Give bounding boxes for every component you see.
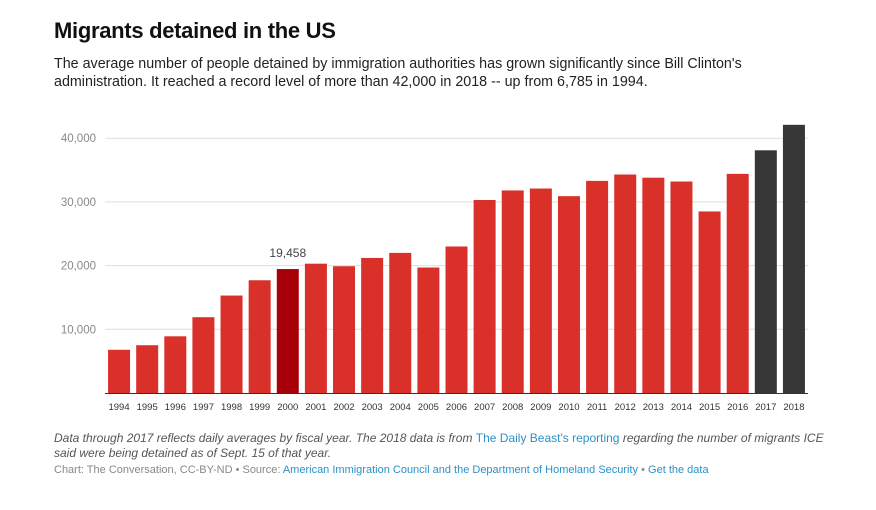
- bar-2010[interactable]: [557, 196, 580, 393]
- credit-separator: •: [638, 464, 649, 476]
- data-label-2000: 19,458: [269, 246, 306, 260]
- bar-2015[interactable]: [698, 211, 721, 393]
- bar-2006[interactable]: [445, 246, 468, 393]
- bar-1999[interactable]: [248, 280, 271, 393]
- x-tick-label: 1994: [108, 402, 129, 413]
- footnote: Data through 2017 reflects daily average…: [54, 431, 834, 461]
- bar-1997[interactable]: [192, 317, 215, 393]
- x-tick-label: 2009: [530, 402, 551, 413]
- bar-2003[interactable]: [361, 257, 384, 393]
- bar-2018[interactable]: [782, 124, 805, 393]
- y-tick-label: 20,000: [61, 261, 96, 273]
- x-tick-label: 1997: [193, 402, 214, 413]
- bar-1998[interactable]: [220, 295, 243, 393]
- chart-subtitle: The average number of people detained by…: [54, 56, 742, 90]
- bar-2013[interactable]: [642, 177, 665, 393]
- footnote-text-2: regarding the number of migrants ICE sai…: [54, 431, 824, 460]
- x-tick-label: 2002: [333, 402, 354, 413]
- y-tick-label: 40,000: [61, 133, 96, 145]
- x-tick-label: 2004: [390, 402, 411, 413]
- bar-2012[interactable]: [614, 174, 637, 393]
- bar-2016[interactable]: [726, 173, 749, 393]
- x-tick-label: 1999: [249, 402, 270, 413]
- bar-2007[interactable]: [473, 199, 496, 393]
- x-tick-label: 2010: [558, 402, 579, 413]
- x-tick-label: 2000: [277, 402, 298, 413]
- bar-2011[interactable]: [586, 180, 609, 393]
- bar-2004[interactable]: [389, 252, 412, 393]
- x-tick-label: 2015: [699, 402, 720, 413]
- x-tick-label: 2007: [474, 402, 495, 413]
- bar-1996[interactable]: [164, 336, 187, 393]
- x-tick-label: 2018: [783, 402, 804, 413]
- x-tick-label: 1998: [221, 402, 242, 413]
- source-link[interactable]: American Immigration Council and the Dep…: [282, 464, 639, 476]
- x-tick-label: 1995: [137, 402, 158, 413]
- x-tick-label: 2016: [727, 402, 748, 413]
- x-tick-label: 2011: [587, 402, 607, 413]
- y-tick-label: 10,000: [61, 324, 96, 336]
- get-data-link[interactable]: Get the data: [648, 464, 709, 476]
- x-tick-label: 2001: [305, 402, 326, 413]
- x-tick-label: 2012: [615, 402, 636, 413]
- x-tick-label: 2003: [362, 402, 383, 413]
- labels: 10,000 20,000 30,000 40,000 1994 1995 1996 1997…: [61, 133, 805, 413]
- y-tick-label: 30,000: [61, 197, 96, 209]
- footnote-text-1: Data through 2017 reflects daily average…: [54, 431, 476, 445]
- daily-beast-link[interactable]: The Daily Beast's reporting: [475, 431, 620, 445]
- bar-1994[interactable]: [108, 349, 131, 393]
- x-tick-label: 2014: [671, 402, 692, 413]
- bar-2014[interactable]: [670, 181, 693, 393]
- x-tick-label: 2008: [502, 402, 523, 413]
- credit-text: Chart: The Conversation, CC-BY-ND • Sour…: [54, 464, 283, 476]
- bar-2002[interactable]: [333, 266, 356, 393]
- chart-title: Migrants detained in the US: [54, 18, 336, 43]
- chart-credit: Chart: The Conversation, CC-BY-ND • Sour…: [54, 464, 709, 476]
- bar-2009[interactable]: [529, 188, 552, 393]
- x-tick-label: 2006: [446, 402, 467, 413]
- bar-chart: 10,000 20,000 30,000 40,000 1994 1995 1996 1997…: [61, 124, 808, 413]
- bar-2008[interactable]: [501, 190, 524, 393]
- bar-2001[interactable]: [304, 263, 327, 393]
- x-tick-label: 2013: [643, 402, 664, 413]
- bar-2000[interactable]: [276, 269, 299, 393]
- x-tick-label: 2017: [755, 402, 776, 413]
- bar-1995[interactable]: [136, 345, 159, 393]
- bars: [108, 124, 805, 393]
- bar-2005[interactable]: [417, 267, 440, 393]
- x-tick-label: 2005: [418, 402, 439, 413]
- bar-2017[interactable]: [754, 150, 777, 393]
- x-tick-label: 1996: [165, 402, 186, 413]
